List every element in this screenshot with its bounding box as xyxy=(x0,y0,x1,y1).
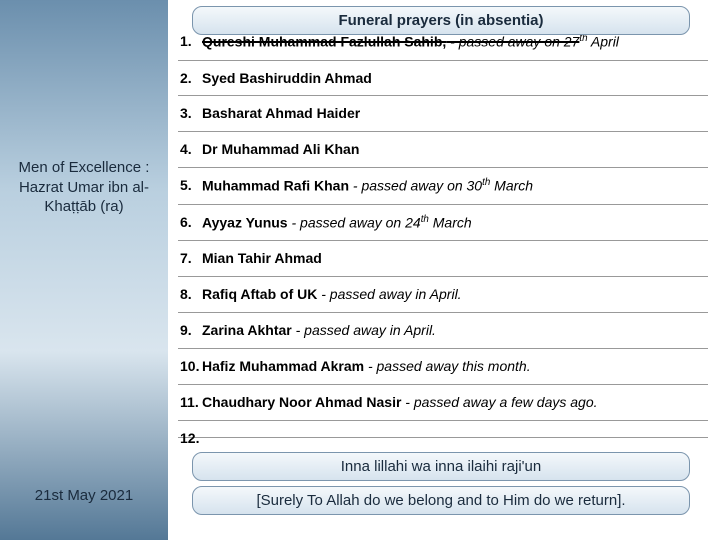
list-item xyxy=(178,421,708,438)
list-item: Rafiq Aftab of UK - passed away in April… xyxy=(178,277,708,313)
sidebar-date: 21st May 2021 xyxy=(16,486,152,506)
item-detail: - passed away in April. xyxy=(292,322,436,338)
item-name: Ayyaz Yunus xyxy=(202,214,288,230)
banner-arabic: Inna lillahi wa inna ilaihi raji'un xyxy=(192,452,690,481)
item-name: Chaudhary Noor Ahmad Nasir xyxy=(202,394,401,410)
item-name: Qureshi Muhammad Fazlullah Sahib, xyxy=(202,34,446,50)
item-name: Rafiq Aftab of UK xyxy=(202,286,317,302)
item-name: Dr Muhammad Ali Khan xyxy=(202,141,359,157)
item-detail: - passed away a few days ago. xyxy=(401,394,597,410)
item-detail: - passed away on 27 xyxy=(446,34,579,50)
list-item: Muhammad Rafi Khan - passed away on 30th… xyxy=(178,168,708,205)
ordinal-suffix: th xyxy=(421,214,429,225)
item-name: Muhammad Rafi Khan xyxy=(202,178,349,194)
item-detail-cont: April xyxy=(588,34,619,50)
list-item: Basharat Ahmad Haider xyxy=(178,96,708,132)
item-name: Hafiz Muhammad Akram xyxy=(202,358,364,374)
sidebar: Men of Excellence : Hazrat Umar ibn al-K… xyxy=(0,0,168,540)
list-item: Syed Bashiruddin Ahmad xyxy=(178,61,708,97)
item-detail-cont: March xyxy=(490,178,533,194)
main-content: Qureshi Muhammad Fazlullah Sahib, - pass… xyxy=(178,24,708,438)
banner-heading: Funeral prayers (in absentia) xyxy=(192,6,690,35)
item-name: Mian Tahir Ahmad xyxy=(202,250,322,266)
item-detail: - passed away on 30 xyxy=(349,178,482,194)
item-name: Syed Bashiruddin Ahmad xyxy=(202,70,372,86)
list-item: Zarina Akhtar - passed away in April. xyxy=(178,313,708,349)
item-detail: - passed away in April. xyxy=(317,286,461,302)
item-name: Zarina Akhtar xyxy=(202,322,292,338)
sidebar-title: Men of Excellence : Hazrat Umar ibn al-K… xyxy=(16,158,152,217)
list-item: Mian Tahir Ahmad xyxy=(178,241,708,277)
list-item: Chaudhary Noor Ahmad Nasir - passed away… xyxy=(178,385,708,421)
list-item: Ayyaz Yunus - passed away on 24th March xyxy=(178,205,708,242)
item-detail: - passed away on 24 xyxy=(288,214,421,230)
item-detail-cont: March xyxy=(429,214,472,230)
banner-translation: [Surely To Allah do we belong and to Him… xyxy=(192,486,690,515)
deceased-list: Qureshi Muhammad Fazlullah Sahib, - pass… xyxy=(178,24,708,438)
list-item: Hafiz Muhammad Akram - passed away this … xyxy=(178,349,708,385)
item-name: Basharat Ahmad Haider xyxy=(202,105,360,121)
list-item: Dr Muhammad Ali Khan xyxy=(178,132,708,168)
item-detail: - passed away this month. xyxy=(364,358,531,374)
